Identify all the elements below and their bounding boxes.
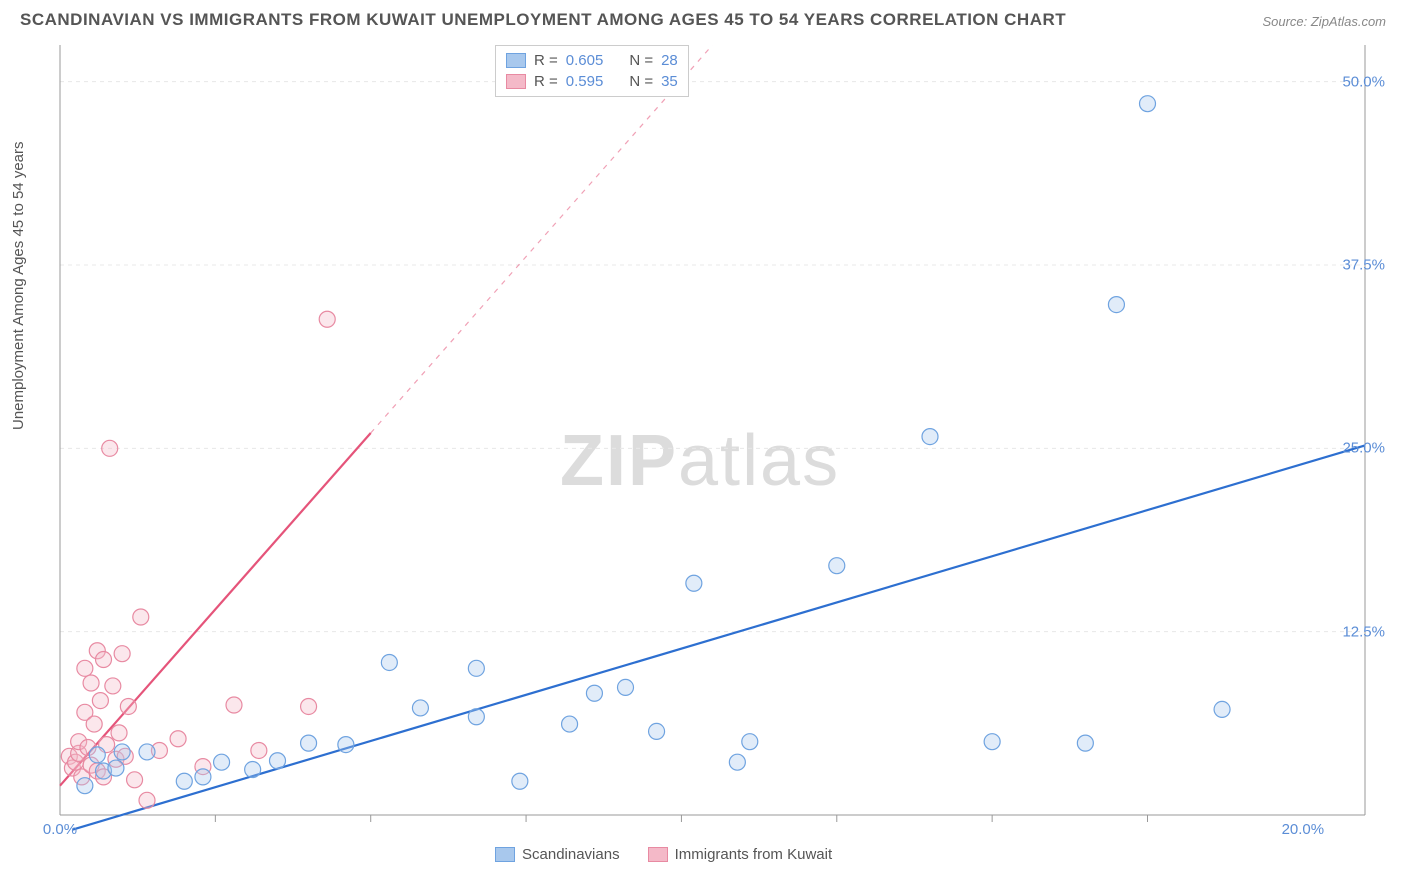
legend-n-value: 35	[661, 73, 678, 90]
legend-correlation: R = 0.605 N = 28 R = 0.595 N = 35	[495, 45, 689, 97]
legend-row: R = 0.605 N = 28	[506, 50, 678, 71]
chart-title: SCANDINAVIAN VS IMMIGRANTS FROM KUWAIT U…	[20, 10, 1066, 30]
source-attribution: Source: ZipAtlas.com	[1262, 14, 1386, 29]
y-tick-label: 25.0%	[1342, 440, 1385, 457]
legend-series: Scandinavians Immigrants from Kuwait	[495, 846, 832, 863]
legend-swatch-icon	[495, 847, 515, 862]
legend-swatch-icon	[506, 53, 526, 68]
legend-n-label: N =	[629, 52, 653, 69]
x-tick-label: 0.0%	[43, 821, 77, 833]
legend-item: Scandinavians	[495, 846, 620, 863]
legend-label: Scandinavians	[522, 846, 620, 863]
legend-label: Immigrants from Kuwait	[675, 846, 833, 863]
legend-n-value: 28	[661, 52, 678, 69]
y-tick-label: 37.5%	[1342, 257, 1385, 274]
chart-area: R = 0.605 N = 28 R = 0.595 N = 35 Scandi…	[55, 45, 1385, 835]
y-axis-label: Unemployment Among Ages 45 to 54 years	[10, 141, 27, 430]
legend-r-value: 0.605	[566, 52, 604, 69]
legend-row: R = 0.595 N = 35	[506, 71, 678, 92]
y-tick-label: 50.0%	[1342, 73, 1385, 90]
legend-n-label: N =	[629, 73, 653, 90]
x-tick-label: 20.0%	[1282, 821, 1325, 833]
legend-r-label: R =	[534, 73, 558, 90]
legend-r-value: 0.595	[566, 73, 604, 90]
y-tick-label: 12.5%	[1342, 623, 1385, 640]
legend-swatch-icon	[506, 74, 526, 89]
scatter-chart	[55, 45, 1385, 835]
legend-swatch-icon	[648, 847, 668, 862]
legend-item: Immigrants from Kuwait	[648, 846, 833, 863]
legend-r-label: R =	[534, 52, 558, 69]
